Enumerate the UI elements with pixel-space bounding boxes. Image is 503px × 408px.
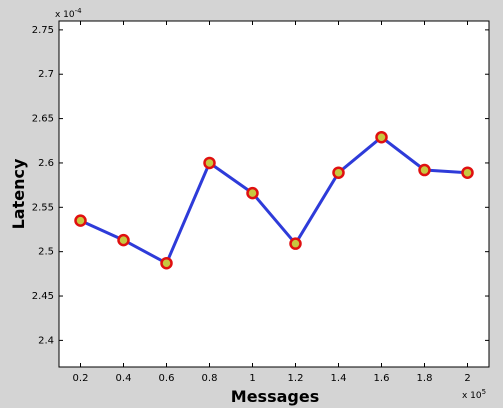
y-tick-label: 2.75 [32,25,54,36]
plot-area [58,20,490,368]
data-point-marker [375,130,388,144]
data-point-marker [203,156,216,170]
y-tick-label: 2.5 [38,247,54,258]
data-point-marker [289,237,302,250]
latency-series [74,130,474,270]
data-point-marker [461,166,474,179]
y-exponent-label: x 10-4 [55,7,82,20]
x-axis: 0.2 0.4 0.6 0.8 1 1.2 1.4 1.6 1.8 2 [73,21,471,384]
y-tick-label: 2.6 [38,158,54,169]
data-point-marker [74,214,87,227]
x-tick-label: 1.8 [417,373,433,384]
x-tick-label: 0.8 [202,373,218,384]
x-axis-title: Messages [231,387,319,406]
x-tick-label: 1.2 [288,373,304,384]
x-tick-label: 1.4 [331,373,347,384]
x-tick-label: 1.6 [374,373,390,384]
y-axis: 2.4 2.45 2.5 2.55 2.6 2.65 2.7 2.75 [32,25,489,346]
x-tick-label: 0.2 [73,373,89,384]
y-tick-label: 2.4 [38,335,54,346]
data-point-marker [332,166,345,179]
x-tick-label: 2 [464,373,470,384]
data-point-marker [246,186,259,200]
y-tick-label: 2.7 [38,69,54,80]
data-point-marker [160,256,173,270]
x-tick-label: 0.6 [159,373,175,384]
y-axis-title: Latency [9,158,28,229]
y-tick-label: 2.55 [32,202,54,213]
y-tick-label: 2.45 [32,291,54,302]
data-point-marker [117,233,130,247]
x-tick-label: 1 [249,373,255,384]
x-exponent-label: x 105 [462,388,486,401]
data-point-marker [418,163,431,177]
y-tick-label: 2.65 [32,114,54,125]
series-line [79,135,468,265]
x-tick-label: 0.4 [116,373,132,384]
